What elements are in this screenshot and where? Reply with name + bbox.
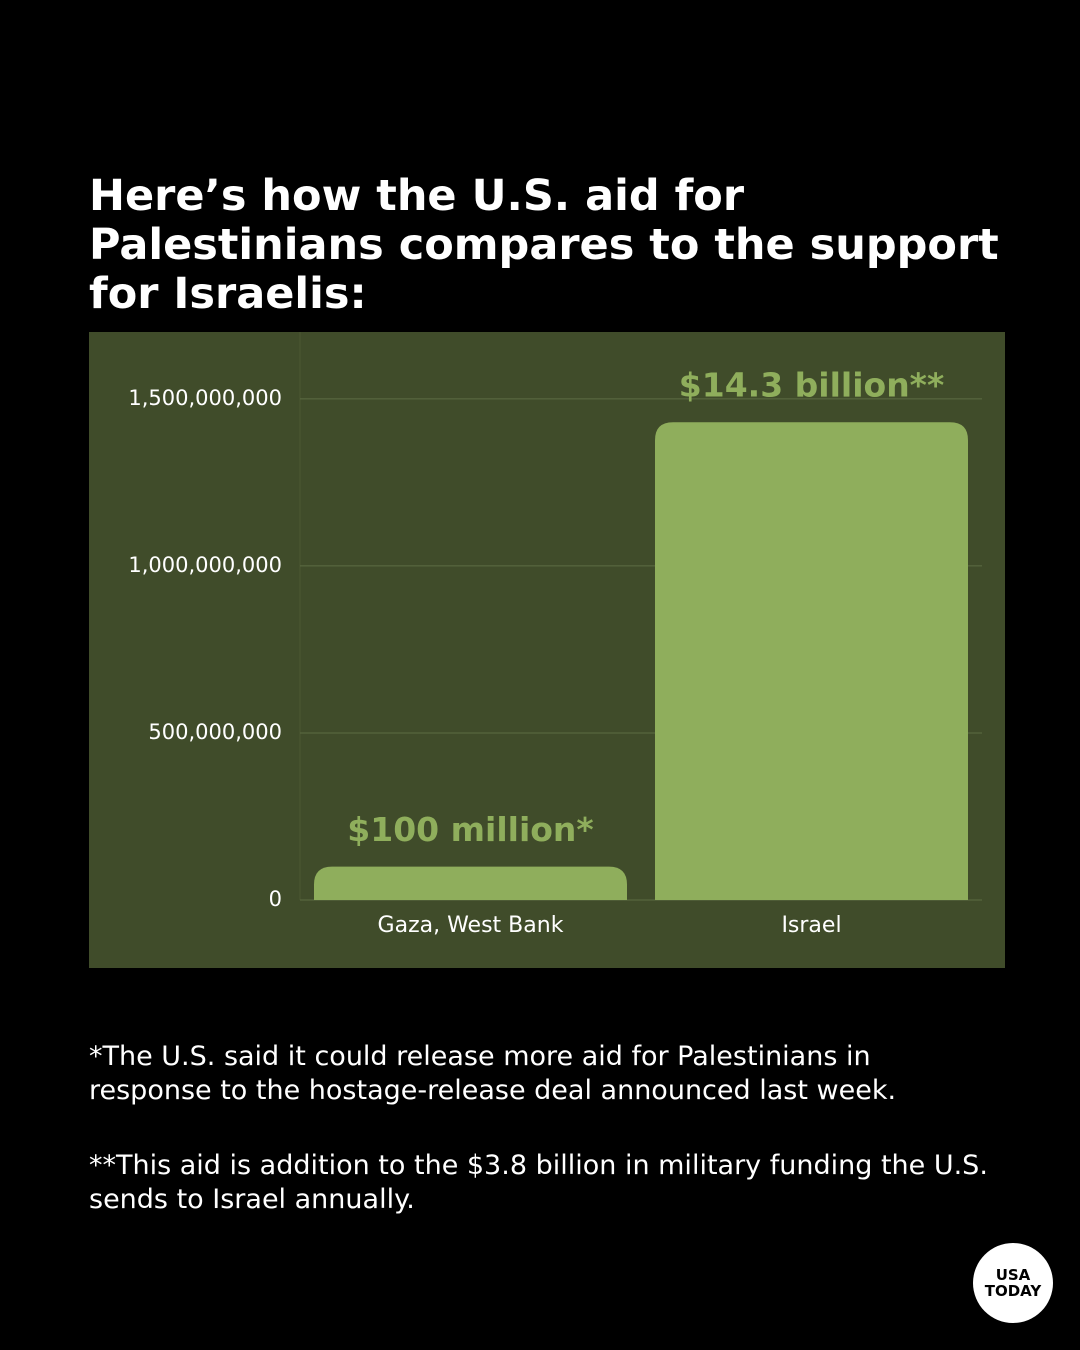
x-tick-label: Gaza, West Bank: [378, 913, 564, 938]
value-label: $14.3 billion**: [679, 366, 944, 405]
x-tick-label: Israel: [781, 913, 841, 938]
y-tick-label: 0: [269, 887, 282, 911]
footnote: *The U.S. said it could release more aid…: [89, 1041, 897, 1106]
logo: USA TODAY: [973, 1243, 1053, 1323]
y-tick-label: 500,000,000: [148, 720, 282, 744]
bar: [655, 422, 968, 900]
chart-title: Here’s how the U.S. aid for Palestinians…: [89, 171, 999, 319]
y-tick-label: 1,500,000,000: [128, 386, 282, 410]
footnote: **This aid is addition to the $3.8 billi…: [89, 1150, 988, 1215]
logo-text: USA TODAY: [984, 1266, 1042, 1300]
value-label: $100 million*: [347, 810, 593, 849]
bar: [314, 866, 627, 900]
y-tick-label: 1,000,000,000: [128, 553, 282, 577]
